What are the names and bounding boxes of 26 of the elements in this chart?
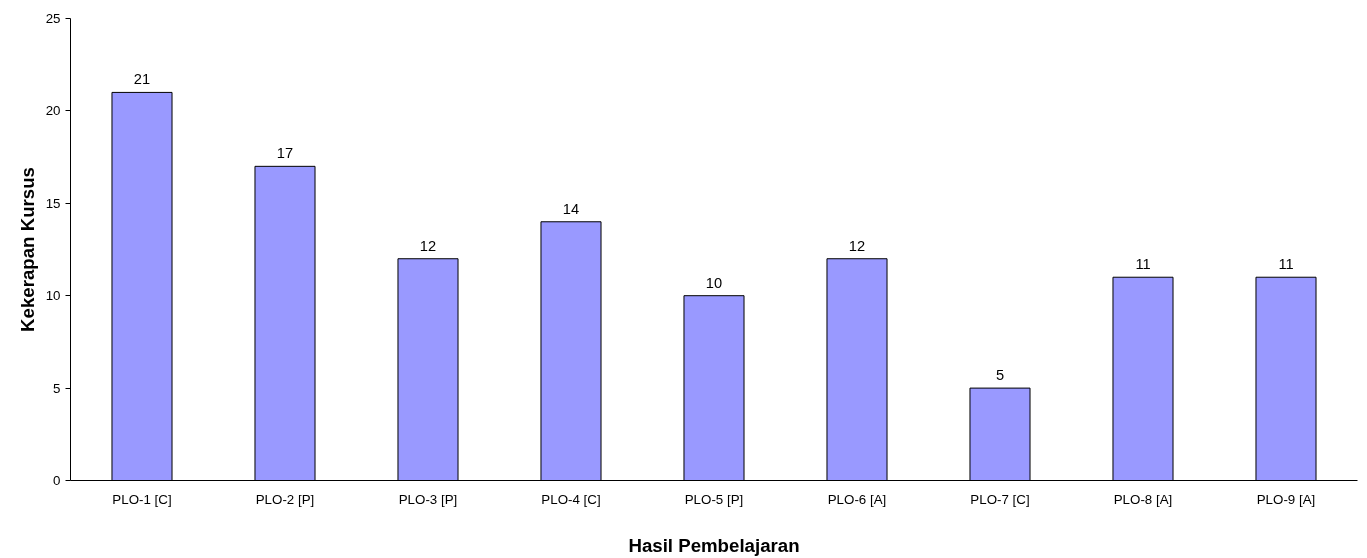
data-label: 14 [562, 200, 580, 217]
data-label: 11 [1278, 256, 1294, 273]
data-label: 5 [995, 367, 1005, 384]
x-tick-label: PLO-5 [P] [684, 491, 744, 507]
x-tick-label: PLO-6 [A] [827, 491, 887, 507]
data-label: 11 [1135, 256, 1151, 273]
y-tick-label: 5 [53, 380, 61, 396]
y-tick-label: 15 [45, 195, 61, 211]
x-tick-label: PLO-7 [C] [970, 491, 1030, 507]
y-tick-label: 10 [45, 288, 61, 304]
x-tick-label: PLO-2 [P] [255, 491, 315, 507]
data-label: 21 [133, 71, 151, 88]
data-label: 10 [705, 274, 723, 291]
y-axis-title: Kekerapan Kursus [16, 167, 38, 332]
y-tick-label: 25 [45, 11, 61, 26]
x-tick-label: PLO-4 [C] [541, 491, 601, 507]
x-axis-title: Hasil Pembelajaran [628, 534, 800, 556]
data-label: 12 [419, 237, 437, 254]
y-tick-label: 20 [45, 103, 61, 119]
x-tick-label: PLO-9 [A] [1256, 491, 1316, 507]
x-tick-label: PLO-1 [C] [112, 491, 172, 507]
data-label: 12 [848, 237, 866, 254]
x-tick-label: PLO-3 [P] [398, 491, 458, 507]
x-tick-label: PLO-8 [A] [1113, 491, 1173, 507]
data-label: 17 [276, 145, 294, 162]
y-tick-label: 0 [53, 473, 61, 488]
